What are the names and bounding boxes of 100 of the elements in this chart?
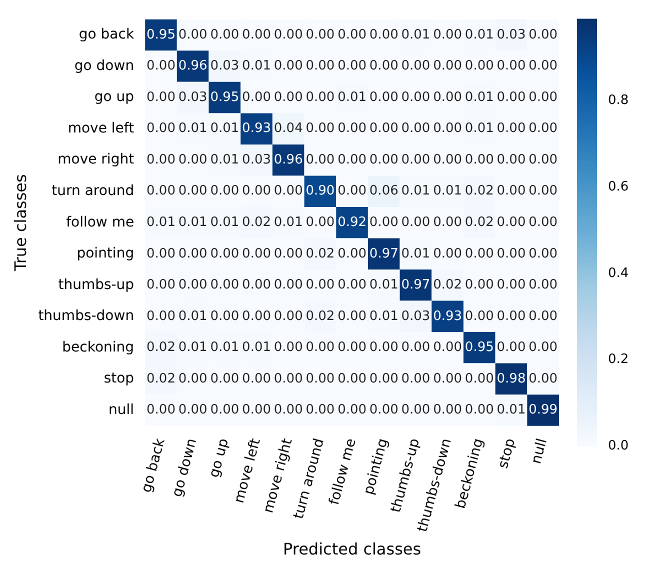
data-label: 0.00 [528, 308, 558, 324]
data-label: 0.00 [210, 371, 240, 386]
data-label: 0.00 [306, 27, 335, 42]
data-label: 0.03 [178, 90, 208, 105]
data-label: 0.00 [210, 184, 240, 199]
data-label: 0.00 [210, 308, 240, 324]
data-label: 0.00 [528, 278, 558, 293]
data-label: 0.00 [306, 58, 335, 74]
data-label: 0.00 [178, 402, 208, 418]
data-label: 0.00 [401, 58, 430, 74]
data-label: 0.00 [306, 402, 335, 418]
data-label: 0.00 [274, 90, 303, 105]
data-label: 0.00 [528, 340, 558, 356]
data-label: 0.00 [242, 402, 271, 418]
data-label: 0.04 [274, 121, 303, 136]
data-label: 0.00 [464, 246, 494, 262]
y-tick-label: beckoning [62, 339, 134, 356]
data-label: 0.00 [401, 340, 430, 356]
data-label: 0.00 [433, 214, 462, 230]
color-bar-label: 0.8 [608, 93, 629, 108]
y-tick-label: pointing [76, 246, 134, 262]
data-label: 0.00 [369, 340, 398, 356]
data-label: 0.00 [146, 184, 176, 199]
data-label: 0.00 [338, 340, 367, 356]
data-label: 0.00 [210, 27, 240, 42]
data-label: 0.00 [528, 90, 558, 105]
data-label: 0.06 [369, 184, 398, 199]
data-label: 0.00 [274, 27, 303, 42]
y-tick-label: move left [68, 120, 135, 136]
y-tick-label: thumbs-up [58, 276, 134, 293]
data-label: 0.00 [401, 402, 430, 418]
data-label: 0.01 [401, 246, 430, 262]
data-label: 0.00 [464, 308, 494, 324]
x-tick-label: go down [169, 436, 200, 499]
data-label: 0.00 [338, 121, 367, 136]
data-label: 0.00 [433, 371, 462, 386]
data-label: 0.02 [464, 184, 494, 199]
data-label: 0.00 [464, 58, 494, 74]
data-label: 0.01 [369, 308, 398, 324]
data-label: 0.00 [496, 214, 526, 230]
data-label: 0.00 [274, 246, 303, 262]
data-label: 0.02 [464, 214, 494, 230]
data-label: 0.00 [464, 371, 494, 386]
data-label: 0.96 [274, 152, 303, 168]
data-label: 0.00 [146, 152, 176, 168]
data-label: 0.00 [464, 152, 494, 168]
data-label: 0.01 [242, 58, 271, 74]
data-label: 0.95 [464, 340, 494, 356]
y-tick-label: thumbs-down [38, 308, 134, 324]
data-label: 0.00 [178, 278, 208, 293]
data-label: 0.00 [306, 371, 335, 386]
data-label: 0.01 [401, 27, 430, 42]
data-label: 0.00 [338, 58, 367, 74]
data-label: 0.01 [146, 214, 176, 230]
data-label: 0.00 [369, 371, 398, 386]
data-label: 0.00 [146, 308, 176, 324]
data-label: 0.00 [401, 214, 430, 230]
x-tick-label: stop [495, 436, 519, 470]
data-label: 0.01 [178, 340, 208, 356]
data-label: 0.00 [178, 371, 208, 386]
y-tick-label: go back [78, 26, 135, 43]
x-axis-title: Predicted classes [282, 540, 422, 559]
data-label: 0.00 [433, 246, 462, 262]
data-label: 0.96 [178, 58, 208, 74]
data-label: 0.03 [496, 27, 526, 42]
data-label: 0.02 [146, 371, 176, 386]
color-bar-label: 0.6 [608, 179, 629, 194]
data-label: 0.00 [178, 246, 208, 262]
data-label: 0.01 [338, 90, 367, 105]
data-label: 0.01 [178, 308, 208, 324]
data-label: 0.00 [146, 278, 176, 293]
data-label: 0.02 [306, 308, 335, 324]
data-label: 0.00 [528, 152, 558, 168]
data-label: 0.95 [210, 90, 240, 105]
data-label: 0.01 [464, 27, 494, 42]
data-label: 0.00 [528, 246, 558, 262]
data-label: 0.00 [369, 152, 398, 168]
data-label: 0.00 [306, 90, 335, 105]
data-label: 0.01 [242, 340, 271, 356]
data-label: 0.01 [210, 214, 240, 230]
x-tick-label: follow me [326, 436, 360, 507]
data-label: 0.00 [401, 90, 430, 105]
data-label: 0.00 [306, 121, 335, 136]
data-label: 0.00 [369, 121, 398, 136]
data-label: 0.00 [338, 371, 367, 386]
data-label: 0.02 [146, 340, 176, 356]
data-label: 0.00 [306, 214, 335, 230]
y-tick-label: stop [104, 370, 134, 387]
data-label: 0.00 [496, 152, 526, 168]
data-label: 0.97 [401, 278, 430, 293]
data-label: 0.00 [242, 371, 271, 386]
data-label: 0.00 [369, 58, 398, 74]
data-label: 0.00 [242, 184, 271, 199]
data-label: 0.00 [528, 214, 558, 230]
data-label: 0.00 [210, 278, 240, 293]
x-tick-label: go up [206, 436, 232, 480]
data-label: 0.01 [401, 184, 430, 199]
data-label: 0.00 [306, 340, 335, 356]
data-label: 0.99 [528, 402, 558, 418]
data-label: 0.00 [274, 278, 303, 293]
